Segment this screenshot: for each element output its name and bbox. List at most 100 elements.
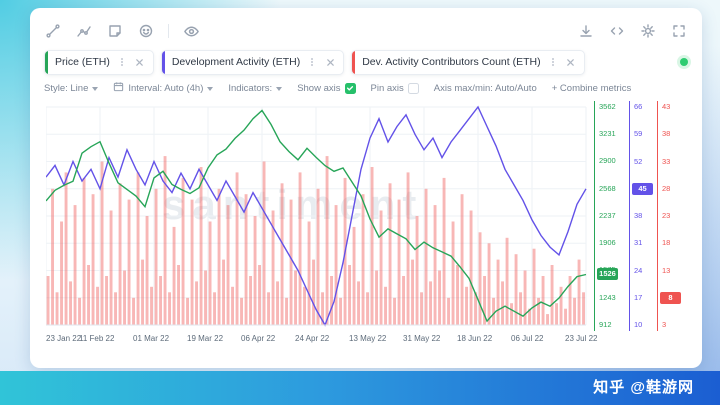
contributors-bar [177, 265, 180, 325]
contributors-bar [510, 303, 513, 325]
contributors-bar [397, 199, 401, 325]
metric-close-icon[interactable] [565, 56, 577, 68]
contributors-bar [483, 276, 486, 325]
contributors-bar [384, 286, 387, 325]
zhihu-watermark: 知乎 @鞋游网 [593, 379, 694, 396]
metric-options-icon[interactable] [116, 56, 128, 68]
axis-tick: 31 [634, 238, 643, 248]
show-axis-toggle[interactable]: Show axis [297, 82, 356, 94]
chart-area[interactable]: santiment 356232312900256822371906157512… [44, 101, 688, 353]
pin-axis-checkbox[interactable] [407, 82, 419, 94]
trendline-icon[interactable] [44, 22, 62, 40]
axis-tick: 18 [662, 238, 671, 248]
contributors-bar [330, 276, 333, 325]
x-axis-label: 31 May 22 [403, 334, 441, 343]
axis-tick: 52 [634, 156, 643, 166]
contributors-bar [406, 172, 410, 325]
pin-axis-toggle[interactable]: Pin axis [371, 82, 419, 94]
contributors-bar [577, 259, 581, 325]
gear-icon[interactable] [639, 22, 657, 40]
price-line [46, 109, 587, 323]
contributors-bar [528, 308, 531, 325]
contributors-bar [253, 216, 257, 325]
contributors-bar [154, 188, 158, 326]
x-axis-label: 18 Jun 22 [457, 334, 493, 343]
combine-metrics-button[interactable]: + Combine metrics [552, 83, 631, 94]
contributors-bar [285, 297, 288, 326]
contributors-bar [87, 265, 90, 325]
contributors-bar [271, 210, 275, 325]
metric-color-bar [352, 50, 356, 74]
metric-chip-contributors[interactable]: Dev. Activity Contributors Count (ETH) [351, 49, 585, 75]
contributors-bar [492, 297, 495, 326]
contributors-bar [226, 205, 230, 325]
contributors-bar [523, 270, 527, 325]
interval-dropdown[interactable]: Interval: Auto (4h) [113, 81, 214, 95]
metric-chip-label: Price (ETH) [55, 56, 110, 68]
contributors-bar [334, 205, 338, 325]
contributors-bar [388, 183, 392, 325]
indicators-label: Indicators: [228, 82, 273, 94]
contributors-bar [91, 194, 95, 325]
contributors-bar [289, 199, 293, 325]
contributors-bar [519, 292, 522, 325]
show-axis-label: Show axis [297, 82, 341, 94]
indicators-dropdown[interactable]: Indicators: [228, 82, 283, 94]
contributors-bar [402, 276, 405, 325]
chart-plot[interactable] [46, 101, 588, 337]
metric-close-icon[interactable] [134, 56, 146, 68]
contributors-bar [375, 270, 378, 325]
dev-activity-line [46, 105, 587, 327]
axis-maxmin-setting[interactable]: Axis max/min: Auto/Auto [434, 83, 537, 94]
contributors-axis[interactable]: 43383328231813838 [657, 101, 684, 331]
contributors-bar [217, 188, 221, 326]
metric-chip-price[interactable]: Price (ETH) [44, 49, 154, 75]
contributors-bar [465, 286, 468, 325]
axis-tick: 1906 [599, 238, 616, 248]
axis-tick: 13 [662, 265, 671, 275]
contributors-bar [199, 167, 203, 326]
metric-options-icon[interactable] [306, 56, 318, 68]
current-value-badge: 1526 [597, 268, 618, 281]
eye-icon[interactable] [182, 22, 200, 40]
contributors-bar [123, 270, 126, 325]
note-icon[interactable] [106, 22, 124, 40]
code-icon[interactable] [608, 22, 626, 40]
contributors-bar [478, 232, 482, 325]
download-icon[interactable] [577, 22, 595, 40]
style-label: Style: Line [44, 82, 89, 94]
contributors-bar [447, 297, 450, 326]
fullscreen-icon[interactable] [670, 22, 688, 40]
axis-tick: 2237 [599, 211, 616, 220]
current-value-badge: 8 [660, 291, 681, 304]
metric-close-icon[interactable] [324, 56, 336, 68]
contributors-bar [294, 270, 297, 325]
metric-options-icon[interactable] [547, 56, 559, 68]
status-dot [680, 58, 688, 66]
contributors-bar [118, 183, 122, 325]
contributors-bar [60, 221, 63, 325]
contributors-bar [105, 276, 108, 325]
multiline-icon[interactable] [75, 22, 93, 40]
x-axis-label: 06 Jul 22 [511, 334, 544, 343]
contributors-bar [357, 281, 360, 325]
axis-tick: 3562 [599, 102, 616, 111]
show-axis-checkbox[interactable] [344, 82, 356, 94]
contributors-bar [258, 265, 261, 325]
contributors-bar [420, 292, 423, 325]
contributors-bar [456, 265, 459, 325]
contributors-bar [82, 177, 86, 325]
dev-activity-axis[interactable]: 66595245383124171045 [629, 101, 653, 331]
style-dropdown[interactable]: Style: Line [44, 82, 99, 94]
contributors-bar [163, 156, 167, 325]
price-axis[interactable]: 356232312900256822371906157512439121526 [594, 101, 626, 331]
axis-tick: 10 [634, 320, 643, 329]
contributors-bar [555, 303, 558, 325]
contributors-bar [537, 297, 540, 326]
contributors-bar [150, 286, 153, 325]
axis-maxmin-label: Axis max/min: Auto/Auto [433, 82, 537, 94]
emoji-icon[interactable] [137, 22, 155, 40]
metric-chip-dev-activity[interactable]: Development Activity (ETH) [160, 49, 345, 75]
contributors-bar [307, 221, 311, 325]
contributors-bar [514, 254, 518, 325]
